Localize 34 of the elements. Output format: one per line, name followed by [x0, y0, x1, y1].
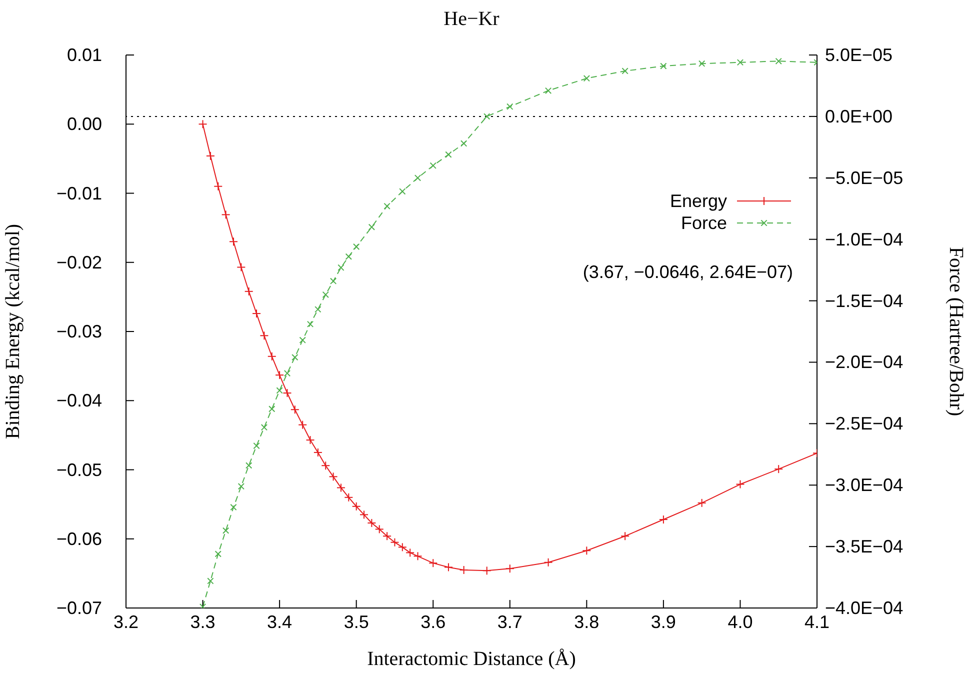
y-tick-label: −0.03 — [56, 322, 102, 342]
legend-label: Energy — [670, 190, 727, 212]
y-tick-label: −0.05 — [56, 460, 102, 480]
y-tick-label: −0.02 — [56, 252, 102, 272]
y-tick-label: 0.00 — [66, 114, 102, 134]
x-tick-label: 3.8 — [574, 612, 600, 632]
x-tick-label: 3.7 — [497, 612, 522, 632]
chart-title: He−Kr — [442, 8, 500, 31]
y2-tick-label: −1.5E−04 — [825, 290, 904, 311]
x-tick-label: 3.2 — [113, 612, 139, 632]
x-tick-label: 4.0 — [728, 612, 753, 632]
legend-label: Force — [680, 212, 727, 234]
y-tick-label: −0.01 — [56, 183, 102, 204]
x-tick-label: 3.6 — [420, 612, 446, 632]
y-axis-title: Binding Energy (kcal/mol) — [2, 224, 24, 440]
y2-tick-label: −5.0E−05 — [825, 168, 904, 188]
y2-tick-label: −3.0E−04 — [825, 475, 904, 496]
y2-tick-label: 0.0E+00 — [825, 106, 893, 126]
annotation: (3.67, −0.0646, 2.64E−07) — [582, 262, 793, 283]
y-tick-label: −0.04 — [56, 390, 102, 411]
x-tick-label: 3.4 — [267, 612, 292, 632]
x-axis-title: Interactomic Distance (Å) — [367, 648, 576, 670]
y-tick-label: 0.01 — [66, 45, 102, 65]
y2-tick-label: −2.0E−04 — [825, 352, 904, 372]
y2-tick-label: −2.5E−04 — [825, 414, 904, 434]
x-tick-label: 3.9 — [650, 612, 676, 632]
y2-axis-title: Force (Hartree/Bohr) — [944, 246, 967, 416]
y-tick-label: −0.06 — [56, 528, 102, 549]
y2-tick-label: −1.0E−04 — [825, 229, 904, 250]
y-tick-label: −0.07 — [56, 598, 102, 618]
x-tick-label: 3.5 — [344, 612, 369, 632]
y2-tick-label: 5.0E−05 — [825, 45, 893, 65]
y2-tick-label: −3.5E−04 — [825, 536, 904, 557]
x-tick-label: 3.3 — [190, 612, 216, 632]
